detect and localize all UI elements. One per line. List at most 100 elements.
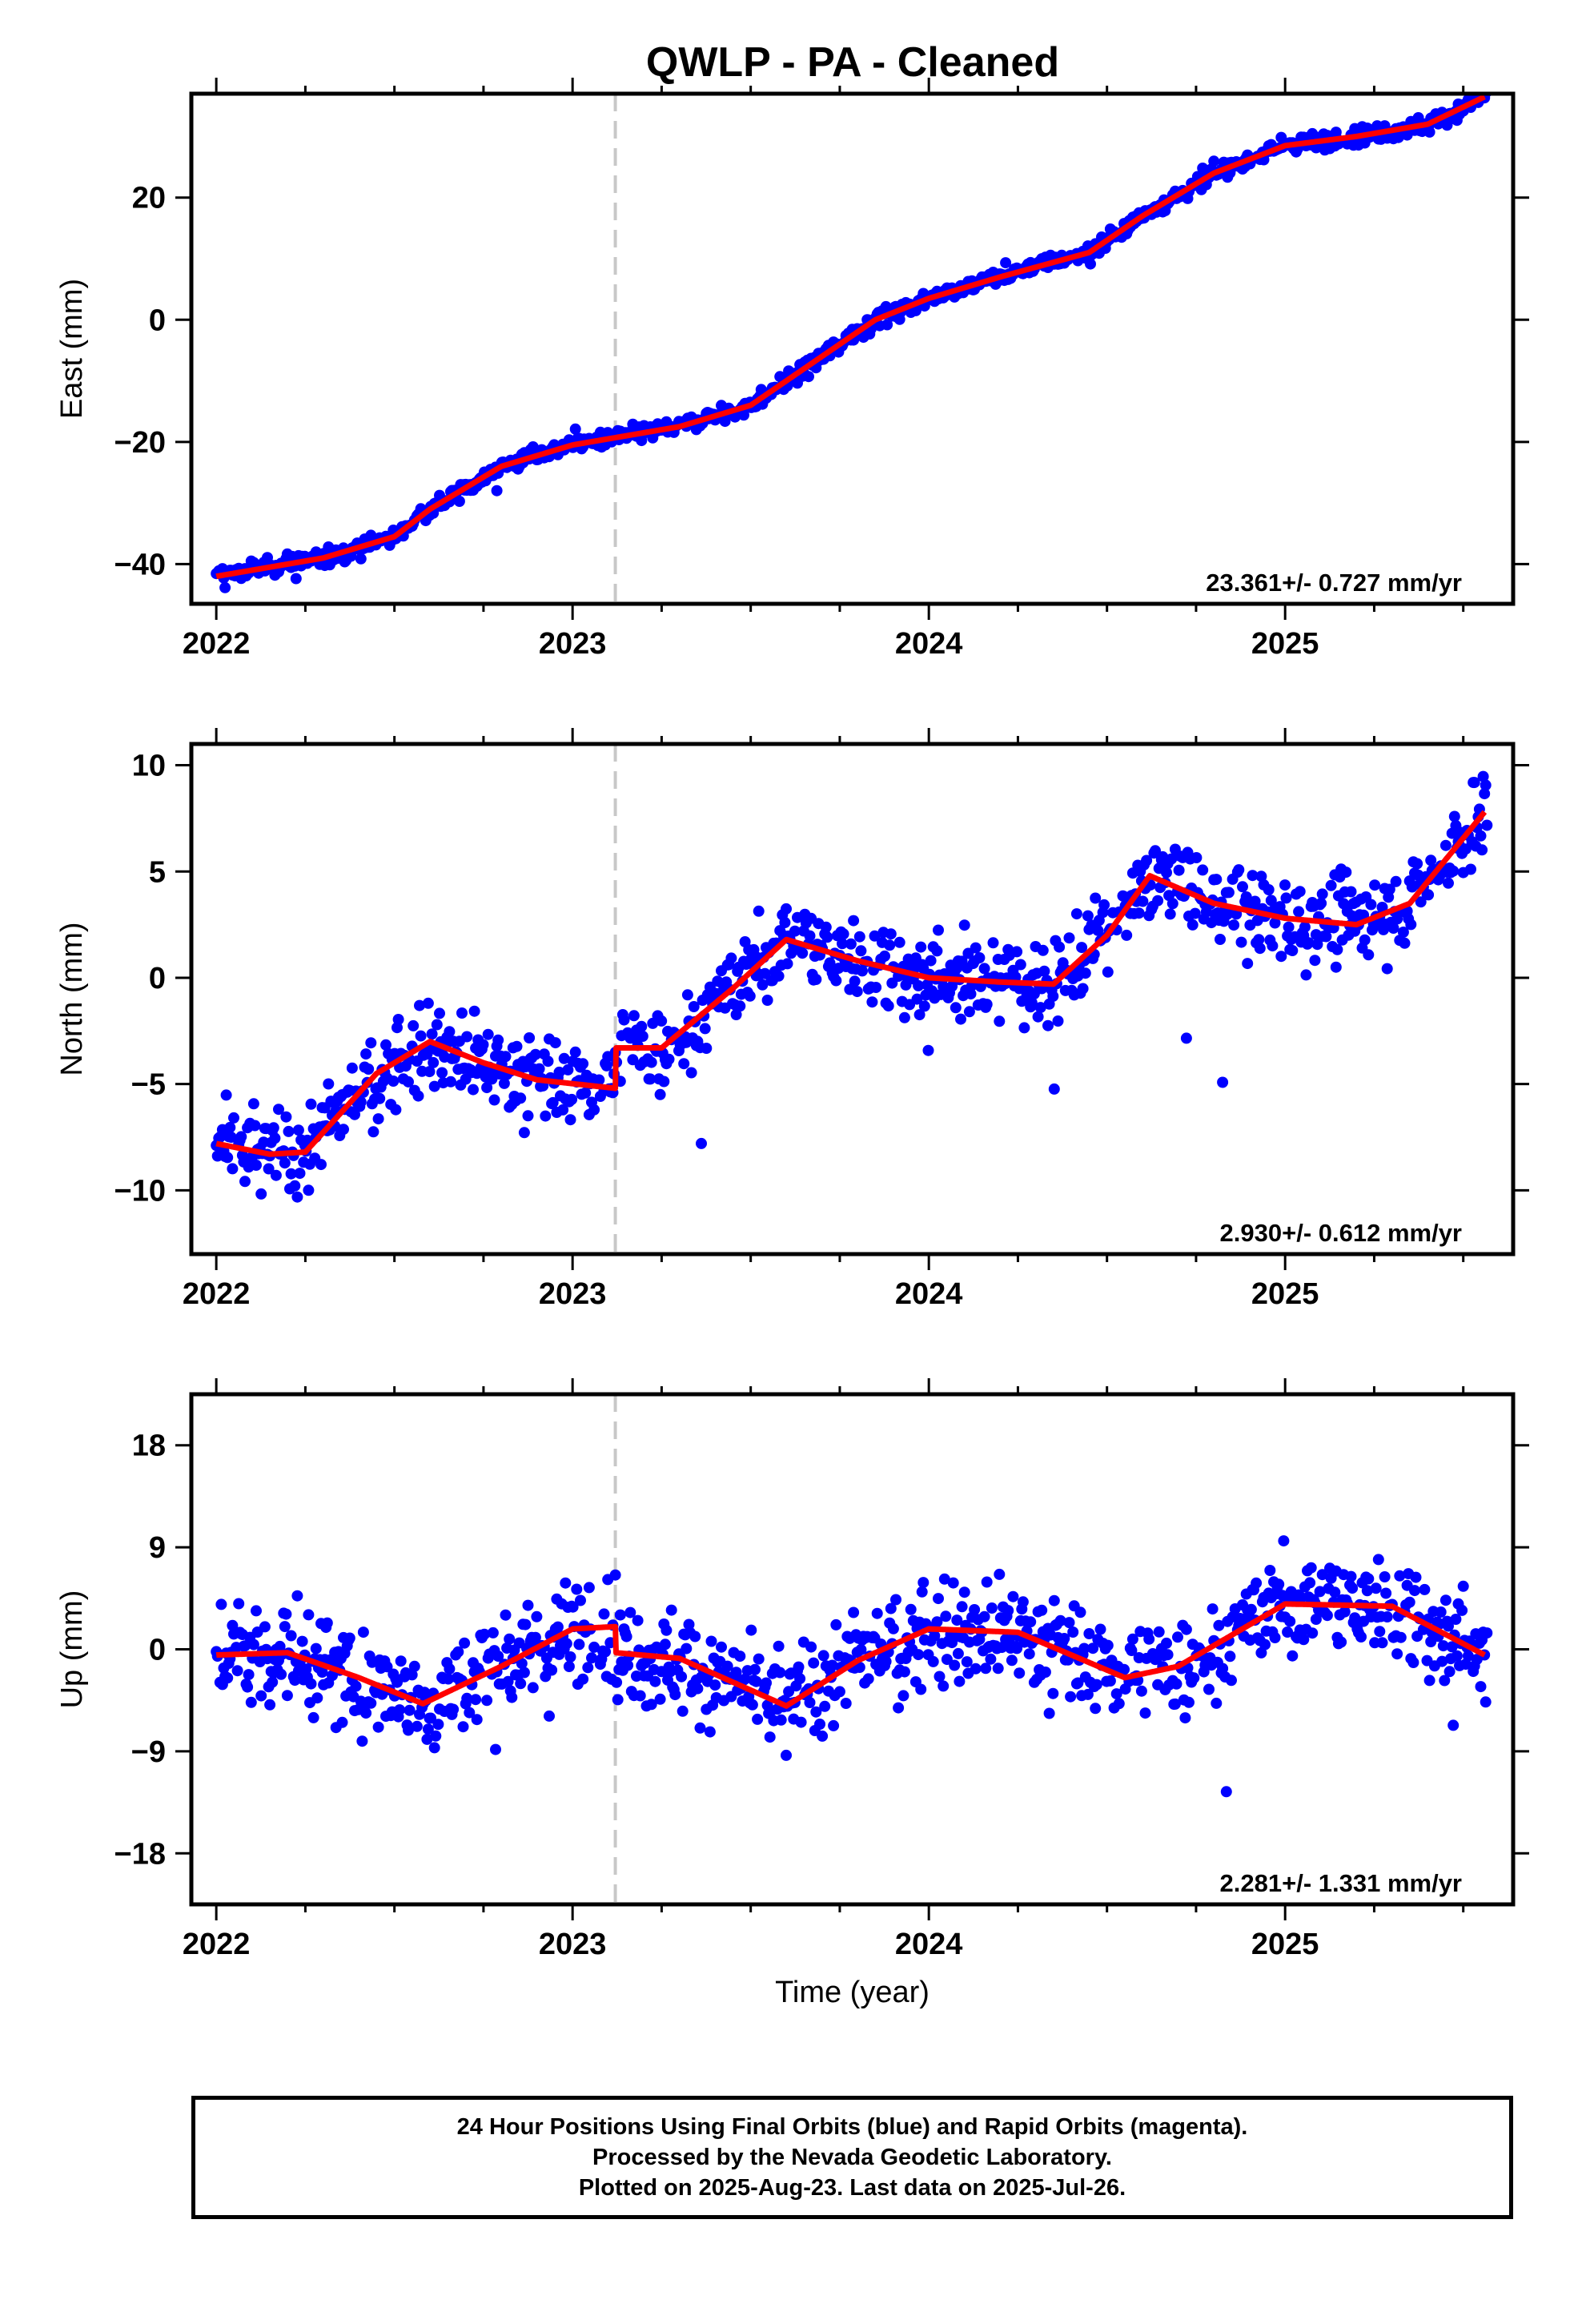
data-point	[992, 1663, 1004, 1675]
data-point	[580, 1087, 592, 1099]
data-point	[632, 1614, 644, 1626]
x-tick-label: 2022	[183, 627, 251, 661]
data-point	[1339, 1606, 1351, 1618]
data-point	[773, 970, 785, 982]
data-point	[500, 1051, 512, 1063]
data-point	[1228, 919, 1240, 931]
data-point	[978, 1610, 990, 1622]
y-tick-label: 18	[132, 1429, 166, 1463]
data-point	[387, 1076, 400, 1087]
data-point	[239, 1176, 251, 1188]
data-point	[781, 903, 792, 915]
data-point	[310, 1642, 322, 1655]
x-tick-label: 2024	[895, 1277, 963, 1311]
data-point	[1275, 951, 1287, 963]
data-point	[685, 1067, 697, 1079]
data-point	[933, 924, 944, 936]
data-point	[1316, 888, 1328, 900]
data-point	[1284, 1615, 1296, 1627]
data-point	[956, 1601, 968, 1613]
x-tick-label: 2024	[895, 1928, 963, 1961]
data-point	[618, 1014, 630, 1026]
data-point	[540, 1110, 552, 1122]
data-point	[676, 1671, 688, 1683]
data-point	[426, 1028, 438, 1040]
data-point	[461, 1031, 473, 1043]
data-point	[1249, 895, 1261, 907]
data-point	[251, 1160, 262, 1171]
up-panel: 2022 2023 2024 2025 −18 −9 0 9 18 Up (mm) 2.281+/-…	[55, 1378, 1529, 2009]
data-point	[1085, 258, 1096, 270]
data-point	[263, 1163, 275, 1175]
data-point	[445, 1076, 456, 1088]
data-point	[1006, 1655, 1018, 1667]
data-point	[915, 1683, 927, 1695]
data-point	[220, 1089, 232, 1101]
data-point	[1335, 1636, 1347, 1648]
data-point	[978, 963, 990, 975]
data-point	[588, 1641, 600, 1653]
data-point	[527, 1682, 539, 1694]
data-point	[757, 979, 769, 991]
data-point	[1349, 1612, 1361, 1624]
data-point	[1172, 1631, 1183, 1643]
data-point	[848, 1606, 860, 1618]
data-point	[222, 1672, 234, 1684]
data-point	[1043, 1707, 1055, 1719]
data-point	[321, 1617, 333, 1629]
data-point	[855, 945, 867, 957]
data-point	[1048, 1083, 1060, 1095]
data-point	[531, 1610, 543, 1622]
data-point	[753, 1653, 765, 1665]
data-point	[1309, 955, 1321, 967]
data-point	[857, 965, 868, 977]
data-point	[994, 1568, 1006, 1580]
data-point	[745, 1624, 757, 1636]
data-point	[958, 1586, 970, 1598]
data-point	[1451, 1650, 1463, 1662]
data-point	[746, 1699, 758, 1711]
data-point	[949, 1659, 961, 1671]
data-point	[969, 1604, 981, 1615]
data-point	[634, 1690, 646, 1702]
data-point	[225, 1132, 237, 1144]
data-point	[360, 1707, 372, 1719]
data-point	[1293, 906, 1305, 918]
data-point	[412, 1090, 424, 1102]
data-point	[730, 1667, 742, 1679]
data-point	[879, 950, 890, 962]
data-point	[781, 1749, 792, 1761]
data-point	[851, 986, 863, 998]
data-point	[1381, 1611, 1393, 1622]
data-point	[1170, 1678, 1182, 1690]
x-tick-label: 2023	[539, 1277, 607, 1311]
data-point	[404, 1704, 416, 1716]
data-point	[1355, 1631, 1367, 1642]
data-point	[1173, 864, 1185, 876]
data-point	[415, 1030, 427, 1042]
data-point	[1063, 1617, 1075, 1629]
data-point	[961, 1656, 973, 1668]
data-point	[222, 1152, 234, 1164]
data-point	[1102, 1639, 1114, 1651]
data-point	[453, 496, 465, 507]
data-point	[938, 1680, 950, 1692]
data-point	[1017, 1596, 1029, 1608]
data-point	[781, 958, 793, 970]
data-point	[571, 1583, 583, 1595]
data-point	[1299, 921, 1311, 933]
data-point	[1180, 1032, 1192, 1044]
data-point	[1265, 895, 1277, 907]
data-point	[428, 1080, 440, 1092]
data-point	[527, 441, 539, 452]
data-point	[1300, 969, 1312, 981]
data-point	[481, 1082, 493, 1094]
data-point	[938, 1573, 950, 1585]
data-point	[411, 1720, 423, 1732]
x-tick-label: 2024	[895, 627, 963, 661]
data-point	[609, 1569, 621, 1581]
data-point	[1247, 870, 1259, 882]
data-point	[893, 1702, 905, 1714]
data-point	[620, 1630, 632, 1642]
data-point	[855, 1643, 867, 1655]
